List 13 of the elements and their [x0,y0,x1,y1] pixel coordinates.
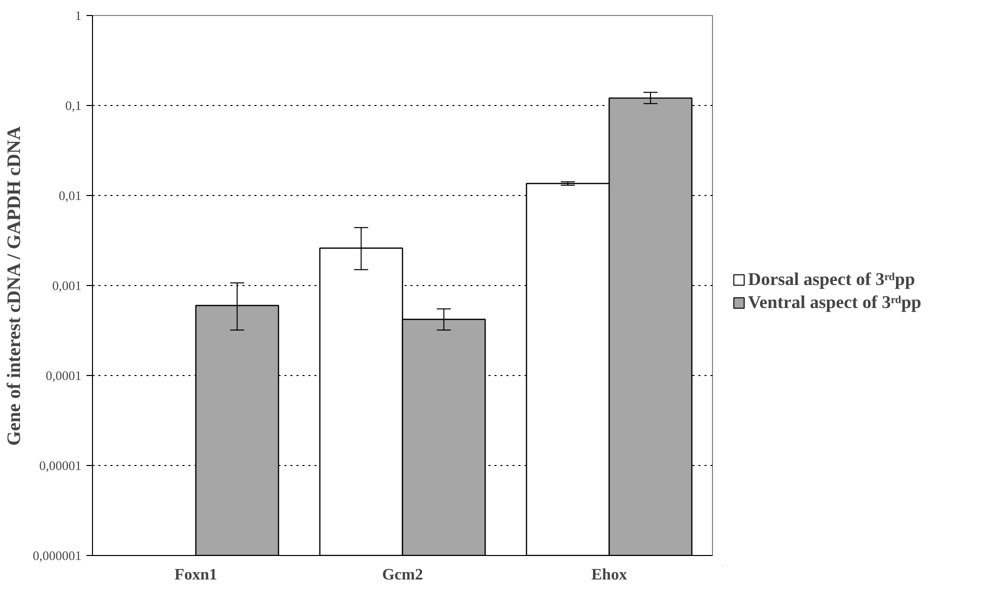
y-tick-label: 0,1 [65,98,82,113]
y-tick-label: 0,000001 [32,548,82,563]
x-tick-label: Foxn1 [174,566,218,584]
legend-label: Ventral aspect of 3ʳᵈpp [748,292,922,312]
y-tick-label: 0,01 [58,188,82,203]
y-tick-label: 1 [75,8,82,23]
y-tick-label: 0,0001 [46,368,82,383]
x-tick-label: Ehox [591,566,627,584]
y-tick-label: 0,00001 [39,458,82,473]
y-tick-label: 0,001 [52,278,82,293]
y-axis-title: Gene of interest cDNA / GAPDH cDNA [4,126,25,446]
x-tick-label: Gcm2 [382,566,423,584]
legend-label: Dorsal aspect of 3ʳᵈpp [748,268,915,290]
